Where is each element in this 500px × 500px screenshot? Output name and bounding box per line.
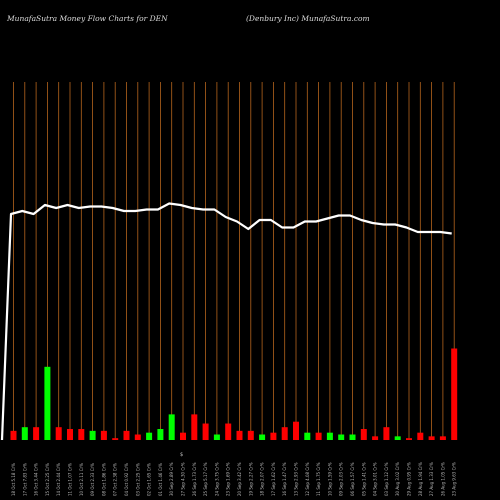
x-tick-label: 18 Sep 2.07 Cr% <box>260 462 265 496</box>
money-flow-bar <box>281 427 288 440</box>
x-tick-label: 16 Oct 3.44 Cr% <box>34 463 39 496</box>
x-tick-label: 07 Oct 2.38 Cr% <box>113 463 118 496</box>
money-flow-bar <box>326 432 333 440</box>
x-tick-label: 30 Sep 2.89 Cr% <box>169 462 174 496</box>
money-flow-bar <box>383 427 390 440</box>
x-tick-label: 11 Oct 1.07 Cr% <box>68 463 73 496</box>
money-flow-bar <box>451 348 458 440</box>
x-tick-label: 08 Oct 1.86 Cr% <box>101 463 106 496</box>
money-flow-bar <box>213 434 220 440</box>
x-tick-label: 09 Sep 2.03 Cr% <box>339 462 344 496</box>
x-tick-label: 11 Sep 1.75 Cr% <box>316 462 321 496</box>
x-tick-label: 09 Oct 2.33 Cr% <box>90 463 95 496</box>
x-tick-label: 17 Sep 1.62 Cr% <box>271 462 276 496</box>
x-tick-label: 15 Oct 2.25 Cr% <box>45 463 50 496</box>
x-tick-label: 13 Sep 2.93 Cr% <box>294 462 299 496</box>
money-flow-bar <box>236 430 243 440</box>
money-flow-bar <box>225 423 232 440</box>
money-flow-bar <box>157 429 164 440</box>
money-flow-bar <box>439 436 446 440</box>
price-line <box>0 202 452 441</box>
money-flow-bar <box>33 427 40 440</box>
x-tick-label: 27 Sep 4.30 Cr% <box>181 462 186 496</box>
money-flow-bars <box>10 348 458 440</box>
x-tick-label: 26 Aug 1.05 Cr% <box>440 462 445 496</box>
x-tick-label: 14 Oct 2.44 Cr% <box>56 463 61 496</box>
x-tick-label: 01 Oct 1.46 Cr% <box>158 463 163 496</box>
x-tick-label: 24 Sep 3.75 Cr% <box>214 462 219 496</box>
money-flow-bar <box>146 432 153 440</box>
money-flow-bar <box>360 429 367 440</box>
money-flow-bar <box>304 432 311 440</box>
money-flow-bar <box>428 436 435 440</box>
x-tick-label: 10 Oct 2.11 Cr% <box>79 463 84 496</box>
money-flow-bar <box>180 432 186 440</box>
x-tick-label: 30 Aug 3.02 Cr% <box>395 462 400 496</box>
money-flow-bar <box>349 434 356 440</box>
x-tick-label: 26 Sep 1.73 Cr% <box>192 462 197 496</box>
x-tick-label: 27 Aug 1.33 Cr% <box>429 462 434 496</box>
x-tick-label: 23 Aug 9.63 Cr% <box>452 462 457 496</box>
money-flow-bar <box>67 429 73 440</box>
chart-title: MunafaSutra Money Flow Charts for DEN <box>7 14 168 23</box>
money-flow-bar <box>406 438 412 440</box>
money-flow-bar <box>89 430 96 440</box>
money-flow-bar <box>394 436 401 440</box>
money-flow-bar <box>168 414 175 440</box>
chart-subtitle: (Denbury Inc) MunafaSutra.com <box>246 14 370 23</box>
x-tick-label: 06 Sep 1.57 Cr% <box>350 462 355 496</box>
x-tick-label: 29 Aug 0.95 Cr% <box>407 462 412 496</box>
x-tick-label: 17 Oct 7.83 Cr% <box>22 463 27 496</box>
x-tick-label: 16 Sep 1.47 Cr% <box>282 462 287 496</box>
price-line-layer <box>0 202 452 441</box>
money-flow-bar <box>259 434 266 440</box>
x-tick-label: 25 Sep 5.17 Cr% <box>203 462 208 496</box>
money-flow-bar <box>270 432 277 440</box>
x-tick-label: 23 Sep 1.69 Cr% <box>226 462 231 496</box>
x-tick-label: 05 Sep 1.41 Cr% <box>361 462 366 496</box>
x-tick-label: 04 Oct 0.92 Cr% <box>124 463 129 496</box>
x-tick-label: 10 Sep 1.59 Cr% <box>327 462 332 496</box>
x-tick-label: 18 Oct 5.18 Cr% <box>11 463 16 496</box>
money-flow-bar <box>44 366 51 440</box>
money-flow-bar <box>247 430 254 440</box>
x-tick-label: 12 Sep 4.08 Cr% <box>305 462 310 496</box>
money-flow-bar <box>338 434 345 440</box>
money-flow-bar <box>293 421 299 440</box>
money-flow-bar <box>21 427 28 440</box>
currency-symbol: $ <box>180 452 183 458</box>
grid-lines <box>13 82 455 440</box>
money-flow-bar <box>10 430 17 440</box>
money-flow-bar <box>123 430 130 440</box>
x-tick-label: 20 Sep 3.42 Cr% <box>237 462 242 496</box>
x-tick-label: 03 Oct 2.25 Cr% <box>135 463 140 496</box>
x-tick-label: 04 Sep 3.01 Cr% <box>373 462 378 496</box>
money-flow-bar <box>315 432 322 440</box>
money-flow-bar <box>417 432 424 440</box>
x-tick-label: 28 Aug 1.94 Cr% <box>418 462 423 496</box>
money-flow-bar <box>134 434 141 440</box>
money-flow-bar <box>112 438 119 440</box>
money-flow-bar <box>191 414 198 440</box>
money-flow-bar <box>372 436 379 440</box>
money-flow-bar <box>202 423 209 440</box>
money-flow-bar <box>78 429 85 440</box>
money-flow-bar <box>55 427 62 440</box>
x-tick-label: 03 Sep 1.12 Cr% <box>384 462 389 496</box>
x-tick-label: 02 Oct 1.65 Cr% <box>147 463 152 496</box>
x-tick-label: 19 Sep 2.27 Cr% <box>248 462 253 496</box>
money-flow-bar <box>100 430 107 440</box>
x-axis-tick-labels: 18 Oct 5.18 Cr% 17 Oct 7.83 Cr% 16 Oct 3.4… <box>11 462 457 496</box>
